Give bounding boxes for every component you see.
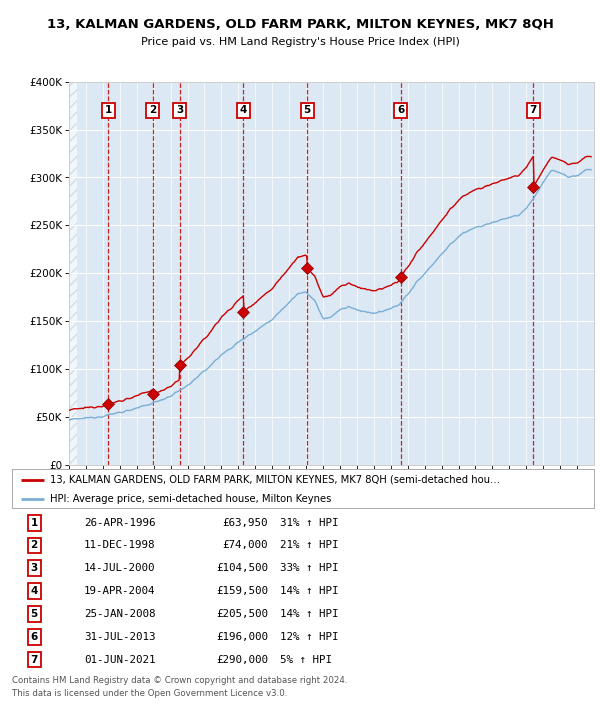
Text: 3: 3 xyxy=(31,563,38,573)
Text: £290,000: £290,000 xyxy=(216,655,268,665)
Text: 14-JUL-2000: 14-JUL-2000 xyxy=(84,563,155,573)
Text: 26-APR-1996: 26-APR-1996 xyxy=(84,518,155,528)
Text: 33% ↑ HPI: 33% ↑ HPI xyxy=(280,563,338,573)
Text: 6: 6 xyxy=(31,632,38,642)
Text: HPI: Average price, semi-detached house, Milton Keynes: HPI: Average price, semi-detached house,… xyxy=(50,494,331,504)
Text: 5: 5 xyxy=(304,105,311,116)
Text: £74,000: £74,000 xyxy=(223,540,268,550)
Text: 11-DEC-1998: 11-DEC-1998 xyxy=(84,540,155,550)
Text: Contains HM Land Registry data © Crown copyright and database right 2024.: Contains HM Land Registry data © Crown c… xyxy=(12,676,347,685)
Text: 3: 3 xyxy=(176,105,183,116)
Text: 1: 1 xyxy=(31,518,38,528)
Text: 4: 4 xyxy=(240,105,247,116)
Text: 25-JAN-2008: 25-JAN-2008 xyxy=(84,609,155,619)
Text: This data is licensed under the Open Government Licence v3.0.: This data is licensed under the Open Gov… xyxy=(12,689,287,698)
Text: 13, KALMAN GARDENS, OLD FARM PARK, MILTON KEYNES, MK7 8QH (semi-detached hou…: 13, KALMAN GARDENS, OLD FARM PARK, MILTO… xyxy=(50,474,500,484)
Text: 1: 1 xyxy=(104,105,112,116)
Text: 5: 5 xyxy=(31,609,38,619)
Bar xyxy=(69,82,77,465)
Text: 31-JUL-2013: 31-JUL-2013 xyxy=(84,632,155,642)
Text: 14% ↑ HPI: 14% ↑ HPI xyxy=(280,609,338,619)
Text: Price paid vs. HM Land Registry's House Price Index (HPI): Price paid vs. HM Land Registry's House … xyxy=(140,37,460,47)
Text: 19-APR-2004: 19-APR-2004 xyxy=(84,586,155,596)
Text: 2: 2 xyxy=(31,540,38,550)
Text: 5% ↑ HPI: 5% ↑ HPI xyxy=(280,655,332,665)
Text: £104,500: £104,500 xyxy=(216,563,268,573)
Text: 6: 6 xyxy=(397,105,404,116)
Text: 13, KALMAN GARDENS, OLD FARM PARK, MILTON KEYNES, MK7 8QH: 13, KALMAN GARDENS, OLD FARM PARK, MILTO… xyxy=(47,18,553,31)
Text: £205,500: £205,500 xyxy=(216,609,268,619)
Text: 7: 7 xyxy=(31,655,38,665)
Text: £196,000: £196,000 xyxy=(216,632,268,642)
Text: £63,950: £63,950 xyxy=(223,518,268,528)
Text: 7: 7 xyxy=(530,105,537,116)
Text: 14% ↑ HPI: 14% ↑ HPI xyxy=(280,586,338,596)
Text: 12% ↑ HPI: 12% ↑ HPI xyxy=(280,632,338,642)
Text: £159,500: £159,500 xyxy=(216,586,268,596)
Text: 4: 4 xyxy=(31,586,38,596)
Text: 31% ↑ HPI: 31% ↑ HPI xyxy=(280,518,338,528)
Text: 01-JUN-2021: 01-JUN-2021 xyxy=(84,655,155,665)
Text: 2: 2 xyxy=(149,105,156,116)
Text: 21% ↑ HPI: 21% ↑ HPI xyxy=(280,540,338,550)
